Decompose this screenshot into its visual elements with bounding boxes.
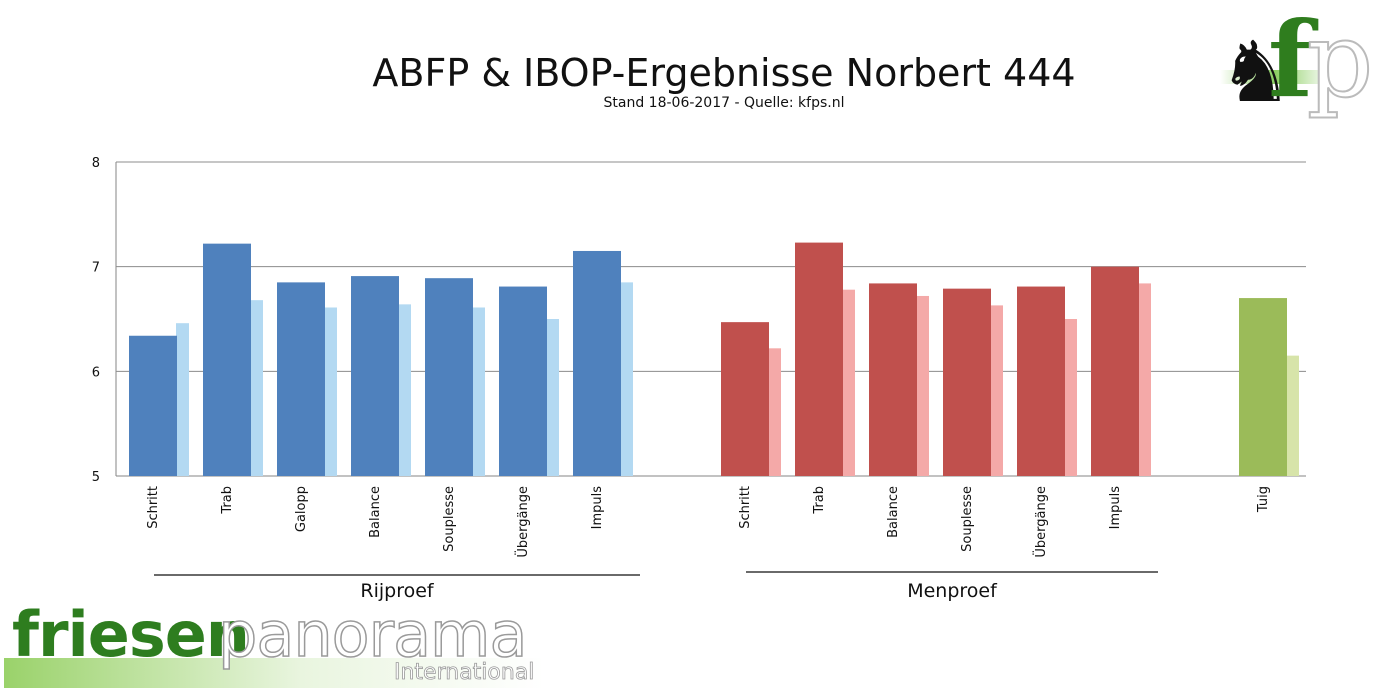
category-label: Tuig [1256, 486, 1271, 513]
comparison-bar [472, 307, 485, 476]
category-label: Übergänge [514, 486, 531, 558]
comparison-bar [176, 323, 189, 476]
chart-subtitle: Stand 18-06-2017 - Quelle: kfps.nl [604, 95, 845, 111]
value-bar [721, 322, 769, 476]
comparison-bar [546, 319, 559, 476]
logo-word-friesen: friesen [12, 598, 250, 671]
value-bar [573, 250, 621, 476]
comparison-bar [620, 282, 633, 476]
comparison-bar [398, 304, 411, 476]
value-bar [1239, 298, 1287, 476]
comparison-bar [250, 300, 263, 476]
y-tick-label: 7 [92, 261, 100, 276]
category-label: Souplesse [960, 486, 975, 552]
comparison-bar [324, 307, 337, 476]
category-label: Impuls [1108, 486, 1123, 530]
category-label: Übergänge [1032, 486, 1049, 558]
comparison-bar [990, 305, 1003, 476]
category-label: Trab [220, 486, 235, 515]
value-bar [1017, 286, 1065, 476]
value-bar [129, 335, 177, 476]
value-bar [425, 278, 473, 476]
comparison-bar [916, 295, 929, 476]
category-label: Schritt [738, 486, 753, 529]
bars [129, 242, 1299, 476]
value-bar [203, 243, 251, 476]
category-label: Schritt [146, 486, 161, 529]
logo-band [4, 658, 544, 688]
logo-word-international: International [394, 660, 535, 686]
value-bar [943, 288, 991, 476]
comparison-bar [768, 348, 781, 476]
value-bar [277, 282, 325, 476]
value-bar [499, 286, 547, 476]
comparison-bar [842, 289, 855, 476]
category-labels: Schritt Trab Galopp Balance Souplesse Übergän… [146, 486, 1271, 558]
category-label: Impuls [590, 486, 605, 530]
value-bar [795, 242, 843, 476]
category-label: Balance [886, 486, 901, 538]
category-label: Galopp [294, 486, 309, 532]
category-label: Souplesse [442, 486, 457, 552]
logo-word-panorama: panorama [217, 597, 528, 672]
value-bar [1091, 266, 1139, 476]
horse-icon: ♞ [1218, 23, 1294, 121]
y-tick-label: 6 [92, 365, 100, 380]
kfps-logo-letters: fp [1268, 0, 1374, 121]
category-label: Trab [812, 486, 827, 515]
y-tick-label: 8 [92, 156, 100, 171]
comparison-bar [1138, 283, 1151, 476]
friesenpanorama-logo: friesen panorama International [4, 597, 544, 696]
value-bar [351, 276, 399, 476]
comparison-bar [1286, 355, 1299, 476]
chart-title: ABFP & IBOP-Ergebnisse Norbert 444 [372, 51, 1075, 95]
group-label: Rijproef [360, 580, 435, 602]
y-tick-label: 5 [92, 470, 100, 485]
group-label: Menproef [907, 580, 998, 602]
comparison-bar [1064, 319, 1077, 476]
category-label: Balance [368, 486, 383, 538]
kfps-logo-band [1220, 70, 1330, 84]
group-labels: Rijproef Menproef [154, 571, 1158, 602]
value-bar [869, 283, 917, 476]
